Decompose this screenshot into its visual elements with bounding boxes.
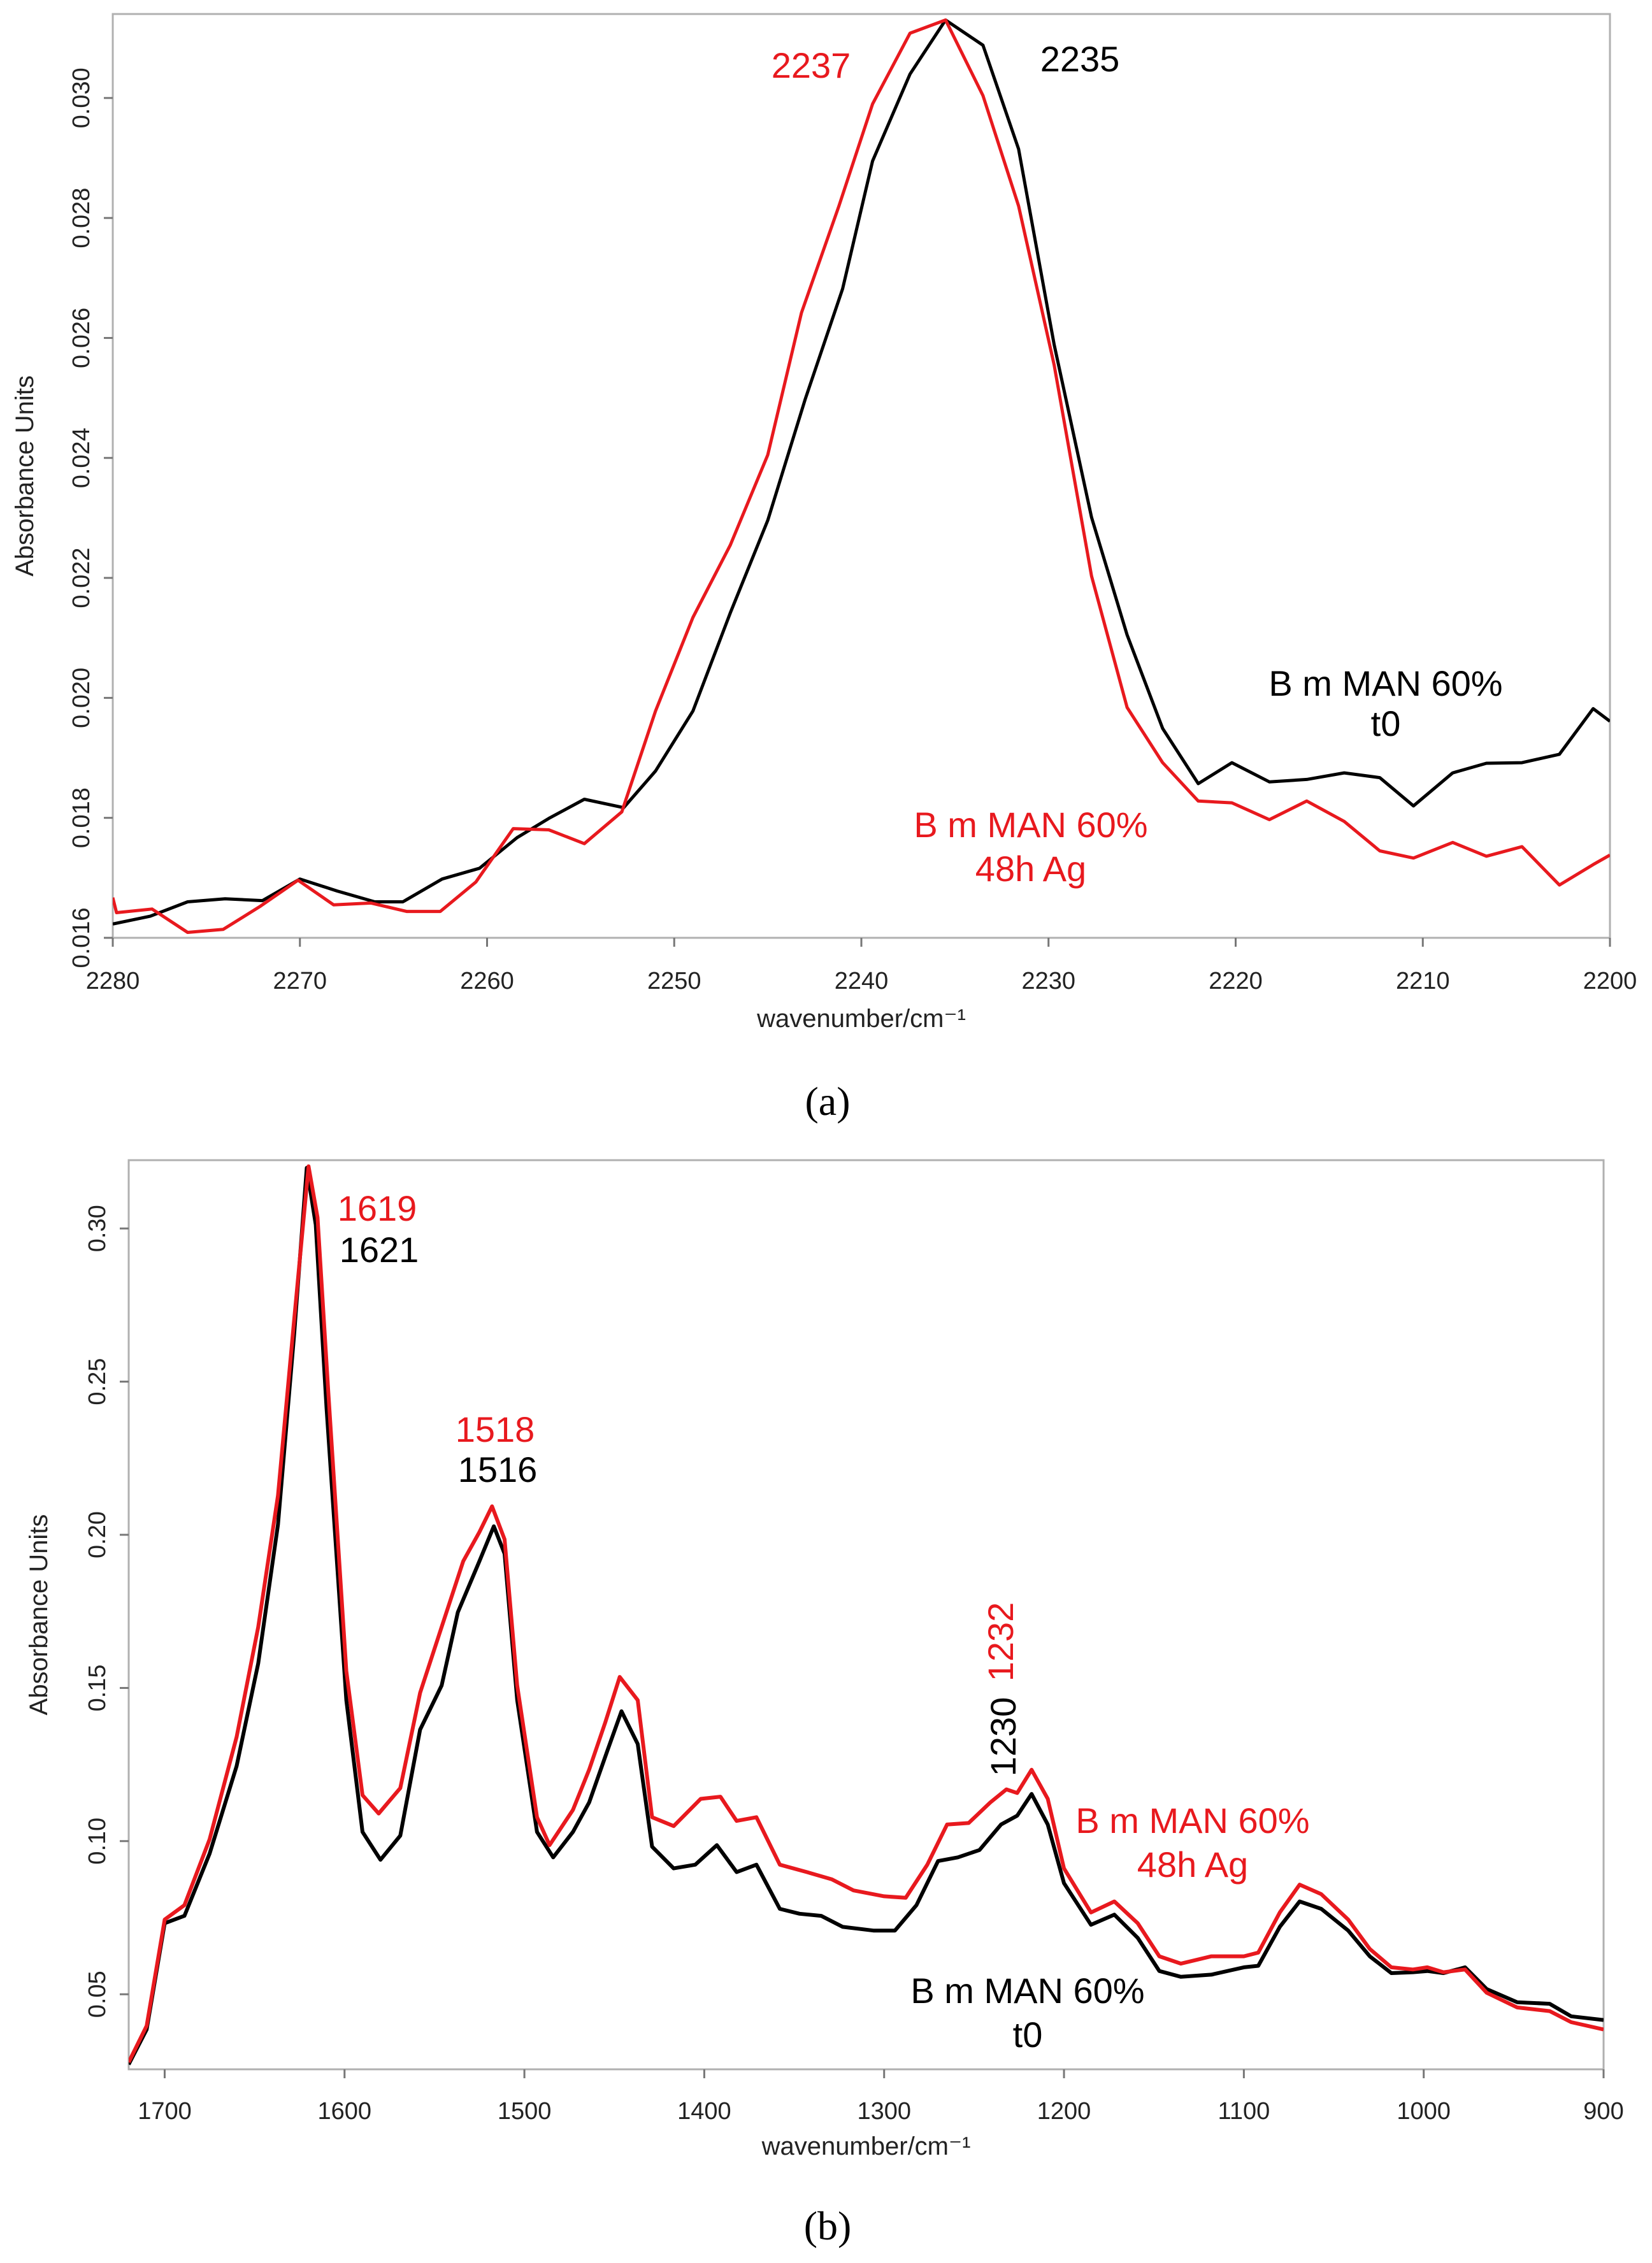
- x-tick-label: 1200: [1037, 2098, 1091, 2125]
- y-tick-label: 0.018: [68, 787, 95, 848]
- x-tick-label: 1100: [1218, 2098, 1270, 2125]
- x-tick-label: 2270: [273, 968, 327, 995]
- panel-label: (b): [804, 2203, 852, 2248]
- y-tick-label: 0.016: [68, 907, 95, 968]
- x-tick-label: 1400: [677, 2098, 731, 2125]
- x-tick-label: 2230: [1021, 968, 1075, 995]
- y-tick-label: 0.20: [84, 1511, 111, 1558]
- y-tick-label: 0.15: [84, 1664, 111, 1711]
- annotation-label: 1230: [983, 1697, 1023, 1777]
- x-tick-label: 2280: [86, 968, 140, 995]
- annotation-label: 48h Ag: [1137, 1844, 1248, 1885]
- annotation-label: 1516: [458, 1449, 538, 1490]
- x-tick-label: 1000: [1397, 2098, 1451, 2125]
- annotation-label: B m MAN 60%: [1268, 663, 1502, 703]
- y-tick-label: 0.028: [68, 188, 95, 248]
- annotation-label: 1621: [340, 1230, 419, 1270]
- y-axis-label: Absorbance Units: [25, 1514, 53, 1716]
- annotation-label: t0: [1371, 703, 1401, 744]
- plot-frame: [127, 1159, 1605, 2071]
- annotation-label: B m MAN 60%: [910, 1971, 1144, 2011]
- x-tick-label: 2240: [835, 968, 889, 995]
- y-tick-label: 0.026: [68, 308, 95, 368]
- x-tick-label: 2260: [460, 968, 514, 995]
- panel-label: (a): [805, 1079, 850, 1124]
- y-tick-label: 0.024: [68, 427, 95, 488]
- annotation-label: 48h Ag: [975, 849, 1086, 889]
- x-tick-label: 1500: [498, 2098, 552, 2125]
- chart-panel-a: 2280 2270 2260 2250 2240 2230 2220 2210 2200 0.01…: [11, 13, 1637, 1124]
- x-tick-label: 1600: [318, 2098, 372, 2125]
- y-tick-label: 0.022: [68, 548, 95, 608]
- y-tick-label: 0.030: [68, 68, 95, 128]
- y-axis-label: Absorbance Units: [11, 375, 39, 577]
- annotation-label: 1232: [980, 1602, 1021, 1682]
- annotation-label: B m MAN 60%: [914, 805, 1147, 845]
- x-tick-label: 2210: [1396, 968, 1450, 995]
- x-tick-label: 2250: [647, 968, 701, 995]
- y-tick-label: 0.30: [84, 1205, 111, 1252]
- x-axis-label: wavenumber/cm⁻¹: [761, 2132, 971, 2160]
- x-tick-label: 1700: [138, 2098, 192, 2125]
- annotation-label: 1518: [456, 1409, 535, 1449]
- chart-panel-b: 1700 1600 1500 1400 1300 1200 1100 1000 900 0.05 0…: [25, 1159, 1624, 2248]
- series-line-48h-ag: [129, 1164, 1604, 2064]
- x-tick-label: 1300: [857, 2098, 911, 2125]
- x-tick-label: 900: [1583, 2098, 1623, 2125]
- x-tick-label: 2220: [1209, 968, 1263, 995]
- series-line-48h-ag: [113, 18, 1610, 934]
- annotation-label: 2235: [1040, 39, 1120, 79]
- x-axis-label: wavenumber/cm⁻¹: [756, 1005, 966, 1033]
- plot-frame: [111, 13, 1611, 939]
- series-line-t0: [129, 1166, 1604, 2065]
- y-tick-label: 0.25: [84, 1358, 111, 1405]
- y-tick-label: 0.10: [84, 1818, 111, 1865]
- y-tick-label: 0.020: [68, 668, 95, 728]
- series-line-t0: [113, 18, 1610, 926]
- annotation-label: 1619: [338, 1188, 417, 1228]
- y-tick-label: 0.05: [84, 1971, 111, 2018]
- x-tick-label: 2200: [1583, 968, 1637, 995]
- annotation-label: 2237: [772, 45, 851, 85]
- annotation-label: t0: [1013, 2015, 1043, 2055]
- annotation-label: B m MAN 60%: [1075, 1800, 1309, 1841]
